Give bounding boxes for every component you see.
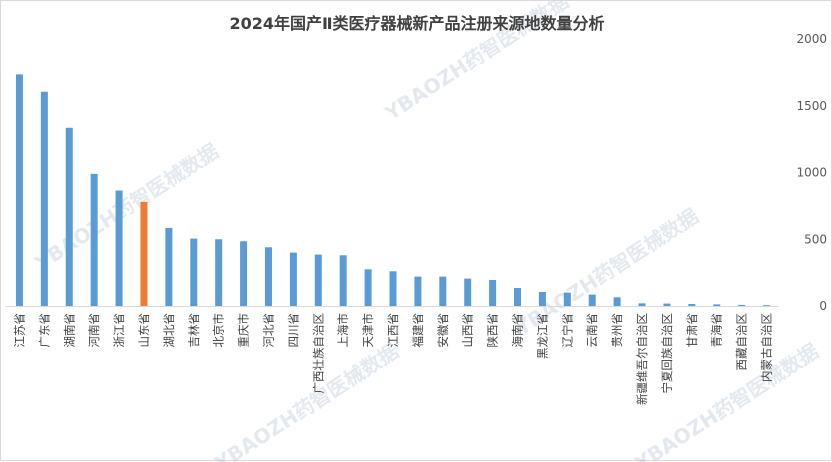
bar <box>663 303 671 306</box>
bar <box>489 279 497 306</box>
x-tick-label: 辽宁省 <box>560 313 574 348</box>
bar <box>464 278 472 306</box>
x-tick-label: 北京市 <box>212 313 226 348</box>
bar <box>763 305 771 306</box>
chart-title: 2024年国产Ⅱ类医疗器械新产品注册来源地数量分析 <box>229 14 604 33</box>
y-tick-label: 2000 <box>796 32 827 46</box>
x-tick-label: 湖南省 <box>62 313 76 348</box>
bar <box>439 276 447 306</box>
x-tick-label: 宁夏回族自治区 <box>660 313 674 394</box>
y-tick-label: 500 <box>804 232 827 246</box>
x-tick-label: 湖北省 <box>162 313 176 348</box>
x-tick-label: 甘肃省 <box>685 313 699 348</box>
bar <box>638 303 646 306</box>
watermark-text: YBAOZH药智医械数据 <box>210 339 403 462</box>
bar-series <box>15 74 771 306</box>
bar <box>15 74 23 306</box>
x-tick-label: 四川省 <box>286 313 300 348</box>
bar <box>364 269 372 306</box>
x-tick-label: 山西省 <box>461 313 475 348</box>
x-tick-label: 浙江省 <box>112 313 126 348</box>
bar <box>538 291 546 306</box>
bar <box>389 271 397 306</box>
x-tick-label: 新疆维吾尔自治区 <box>635 313 649 405</box>
bar <box>115 190 123 306</box>
x-tick-label: 福建省 <box>411 313 425 348</box>
bar <box>688 303 696 306</box>
bar <box>339 255 347 306</box>
x-tick-label: 河南省 <box>87 313 101 348</box>
y-tick-label: 0 <box>819 299 827 313</box>
x-tick-label: 西藏自治区 <box>735 313 749 371</box>
x-tick-label: 江苏省 <box>12 313 26 348</box>
bar <box>314 254 322 306</box>
bar <box>165 227 173 306</box>
y-tick-label: 1000 <box>796 166 827 180</box>
bar <box>588 294 596 306</box>
watermark-text: YBAOZH药智医械数据 <box>630 339 823 462</box>
bar <box>563 292 571 306</box>
y-tick-label: 1500 <box>796 99 827 113</box>
bar <box>713 304 721 306</box>
x-tick-label: 重庆市 <box>237 313 251 348</box>
x-tick-label: 山东省 <box>137 313 151 348</box>
x-axis-labels: 江苏省 广东省 湖南省 河南省 浙江省 山东省 湖北省 吉林省 北京市 重庆市 河北省 四川省 广西壮族… <box>12 313 773 405</box>
y-axis: 0 500 1000 1500 2000 <box>796 32 827 313</box>
x-tick-label: 贵州省 <box>610 313 624 348</box>
x-tick-label: 海南省 <box>511 313 525 348</box>
bar <box>738 304 746 306</box>
bar <box>65 127 73 306</box>
x-tick-label: 云南省 <box>585 313 599 348</box>
bar <box>215 239 223 306</box>
x-tick-label: 陕西省 <box>486 313 500 348</box>
watermark-layer: YBAOZH药智医械数据 YBAOZH药智医械数据 YBAOZH药智医械数据 Y… <box>30 1 823 462</box>
bar <box>414 276 422 306</box>
bar <box>264 247 272 306</box>
x-tick-label: 吉林省 <box>187 313 201 348</box>
bar <box>613 297 621 306</box>
x-tick-label: 黑龙江省 <box>535 313 549 359</box>
x-tick-label: 河北省 <box>261 313 275 348</box>
x-tick-label: 天津市 <box>361 313 375 348</box>
x-tick-label: 上海市 <box>336 313 350 348</box>
x-tick-label: 广东省 <box>37 313 51 348</box>
bar <box>514 287 522 306</box>
bar <box>240 241 248 306</box>
bar <box>140 201 148 306</box>
x-tick-label: 安徽省 <box>436 313 450 348</box>
x-tick-label: 广西壮族自治区 <box>311 313 325 394</box>
bar <box>40 91 48 306</box>
bar <box>190 238 198 306</box>
x-tick-label: 江西省 <box>386 313 400 348</box>
x-tick-label: 内蒙古自治区 <box>760 313 774 382</box>
x-tick-label: 青海省 <box>710 313 724 348</box>
bar <box>90 173 98 306</box>
bar <box>289 252 297 306</box>
